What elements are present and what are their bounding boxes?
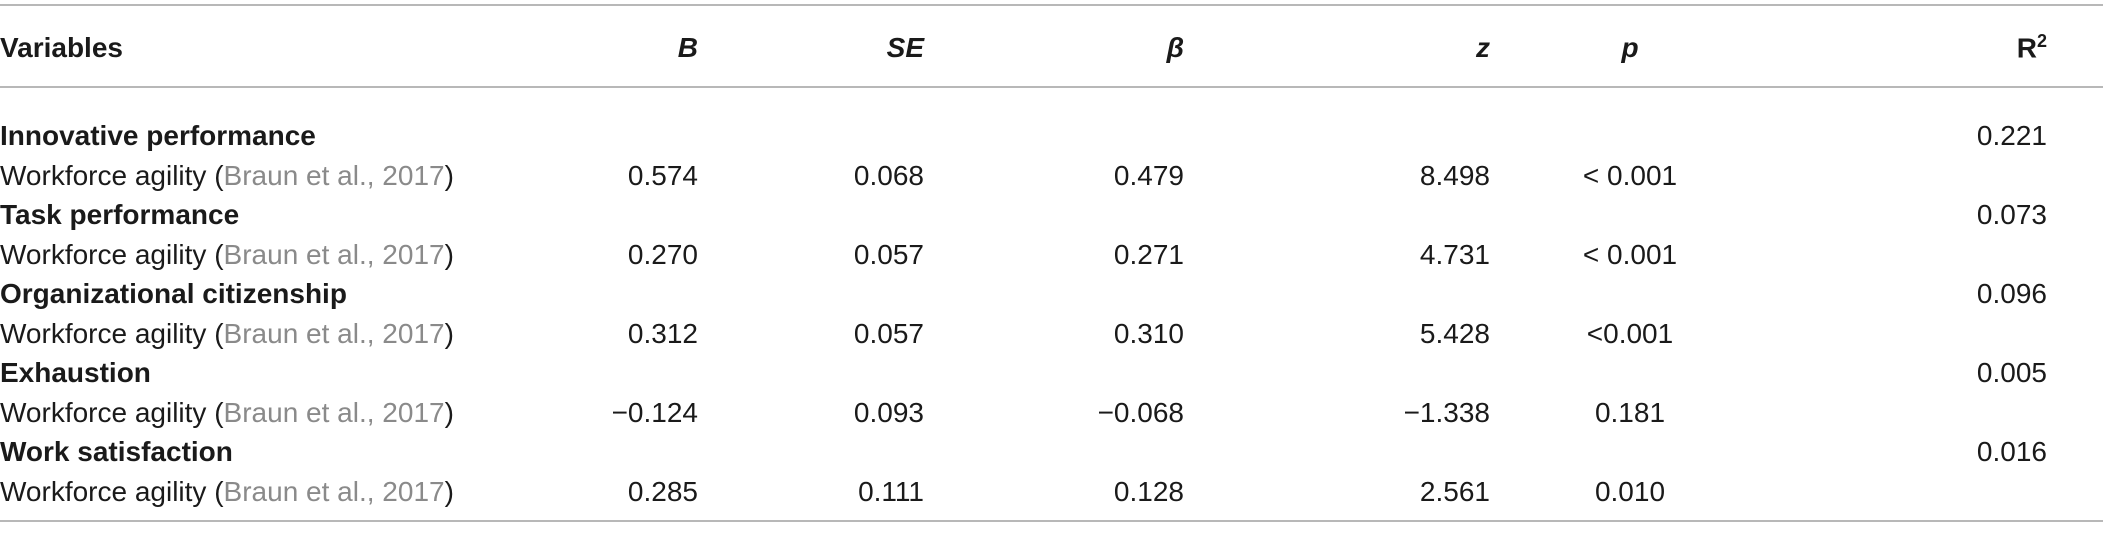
header-se: SE xyxy=(886,32,924,63)
group-row-organizational-citizenship: Organizational citizenship 0.096 xyxy=(0,274,2103,314)
citation-link[interactable]: Braun et al., 2017 xyxy=(223,238,445,270)
z-value: −1.338 xyxy=(1403,396,1490,428)
p-value: 0.010 xyxy=(1594,475,1666,507)
group-row-task-performance: Task performance 0.073 xyxy=(0,195,2103,235)
p-value: 0.181 xyxy=(1594,396,1666,428)
z-value: 2.561 xyxy=(1419,475,1490,507)
header-r2: R2 xyxy=(1770,6,2103,88)
header-b: B xyxy=(677,32,698,63)
se-value: 0.057 xyxy=(853,317,924,349)
top-rule xyxy=(0,4,2103,6)
b-value: −0.124 xyxy=(611,396,698,428)
table-row: Workforce agility (Braun et al., 2017) 0… xyxy=(0,472,2103,511)
spacer-row xyxy=(0,88,2103,116)
table-row: Workforce agility (Braun et al., 2017) 0… xyxy=(0,314,2103,353)
z-value: 4.731 xyxy=(1419,238,1490,270)
r2-value: 0.016 xyxy=(1976,436,2047,467)
citation-link[interactable]: Braun et al., 2017 xyxy=(223,317,445,349)
beta-value: 0.271 xyxy=(1113,238,1184,270)
z-value: 8.498 xyxy=(1419,159,1490,191)
citation-link[interactable]: Braun et al., 2017 xyxy=(223,159,445,191)
b-value: 0.312 xyxy=(627,317,698,349)
r2-value: 0.073 xyxy=(1976,199,2047,230)
r2-value: 0.221 xyxy=(1976,120,2047,151)
p-value: <0.001 xyxy=(1586,317,1674,349)
predictor-label: Workforce agility (Braun et al., 2017) xyxy=(0,475,454,507)
group-row-exhaustion: Exhaustion 0.005 xyxy=(0,353,2103,393)
citation-link[interactable]: Braun et al., 2017 xyxy=(223,475,445,507)
table-row: Workforce agility (Braun et al., 2017) 0… xyxy=(0,235,2103,274)
table-row: Workforce agility (Braun et al., 2017) 0… xyxy=(0,156,2103,195)
predictor-label: Workforce agility (Braun et al., 2017) xyxy=(0,238,454,270)
r2-value: 0.005 xyxy=(1976,357,2047,388)
r2-value: 0.096 xyxy=(1976,278,2047,309)
predictor-label: Workforce agility (Braun et al., 2017) xyxy=(0,396,454,428)
beta-value: 0.479 xyxy=(1113,159,1184,191)
beta-value: 0.128 xyxy=(1113,475,1184,507)
group-name: Task performance xyxy=(0,199,240,230)
beta-value: 0.310 xyxy=(1113,317,1184,349)
group-name: Work satisfaction xyxy=(0,436,233,467)
predictor-label: Workforce agility (Braun et al., 2017) xyxy=(0,159,454,191)
p-value: < 0.001 xyxy=(1582,159,1678,191)
se-value: 0.093 xyxy=(853,396,924,428)
b-value: 0.270 xyxy=(627,238,698,270)
regression-table: Variables B SE β z p R2 Innovative perfo… xyxy=(0,6,2103,511)
z-value: 5.428 xyxy=(1419,317,1490,349)
b-value: 0.574 xyxy=(627,159,698,191)
p-value: < 0.001 xyxy=(1582,238,1678,270)
header-rule xyxy=(0,86,2103,88)
bottom-rule xyxy=(0,520,2103,522)
group-row-work-satisfaction: Work satisfaction 0.016 xyxy=(0,432,2103,472)
header-variables: Variables xyxy=(0,32,123,63)
header-beta: β xyxy=(1166,32,1184,63)
se-value: 0.111 xyxy=(858,475,924,507)
se-value: 0.068 xyxy=(853,159,924,191)
header-r2-superscript: 2 xyxy=(2036,31,2047,52)
group-name: Exhaustion xyxy=(0,357,151,388)
predictor-label: Workforce agility (Braun et al., 2017) xyxy=(0,317,454,349)
citation-link[interactable]: Braun et al., 2017 xyxy=(223,396,445,428)
header-z: z xyxy=(1476,32,1490,63)
header-r2-base: R xyxy=(2016,32,2037,64)
group-name: Innovative performance xyxy=(0,120,316,151)
se-value: 0.057 xyxy=(853,238,924,270)
group-name: Organizational citizenship xyxy=(0,278,347,309)
b-value: 0.285 xyxy=(627,475,698,507)
group-row-innovative-performance: Innovative performance 0.221 xyxy=(0,116,2103,156)
beta-value: −0.068 xyxy=(1097,396,1184,428)
table-row: Workforce agility (Braun et al., 2017) −… xyxy=(0,393,2103,432)
header-p: p xyxy=(1621,32,1639,63)
header-row: Variables B SE β z p R2 xyxy=(0,6,2103,88)
